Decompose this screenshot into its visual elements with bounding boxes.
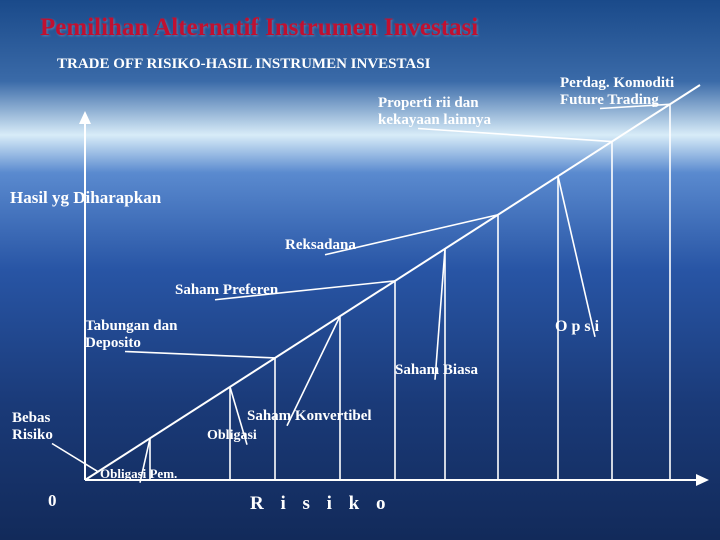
slide-stage: Pemilihan Alternatif Instrumen Investasi… [0,0,720,540]
slide-title: Pemilihan Alternatif Instrumen Investasi [40,14,478,42]
instrument-obligasi-pem: Obligasi Pem. [100,467,177,482]
instrument-reksadana: Reksadana [285,237,356,254]
instrument-komoditi: Perdag. Komoditi Future Trading [560,75,674,110]
x-axis-label: R i s i k o [250,493,392,515]
instrument-opsi: O p s i [555,318,599,336]
instrument-saham-konvertibel: Saham Konvertibel [247,408,372,425]
origin-label: 0 [48,491,57,511]
instrument-properti: Properti rii dan kekayaan lainnya [378,95,491,130]
instrument-tabungan-deposito: Tabungan dan Deposito [85,318,177,353]
instrument-saham-biasa: Saham Biasa [395,362,478,379]
instrument-bebas-risiko: Bebas Risiko [12,410,53,445]
instrument-obligasi: Obligasi [207,428,257,444]
slide-subtitle: TRADE OFF RISIKO-HASIL INSTRUMEN INVESTA… [57,56,430,73]
instrument-saham-preferen: Saham Preferen [175,282,278,299]
y-axis-label: Hasil yg Diharapkan [10,188,161,208]
